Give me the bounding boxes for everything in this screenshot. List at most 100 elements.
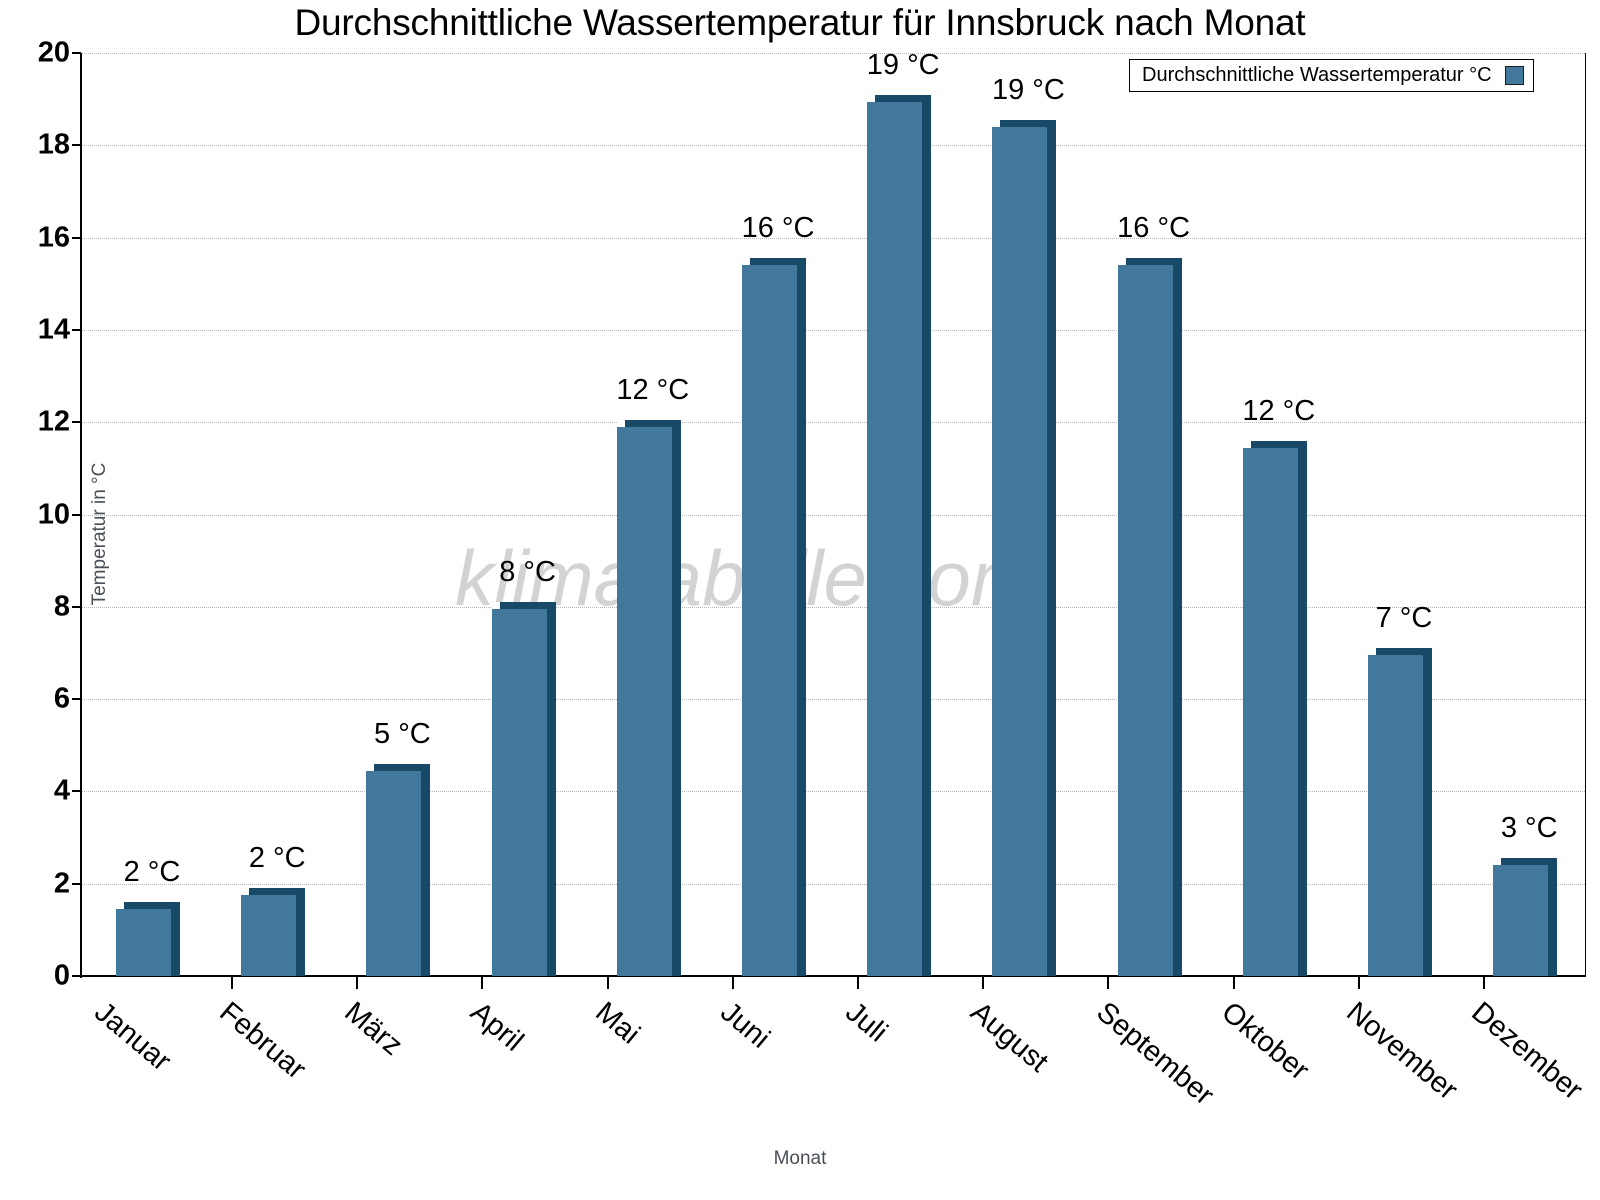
x-tick-mark (731, 977, 734, 989)
gridline (80, 237, 1585, 239)
bar-value-label: 2 °C (248, 842, 306, 875)
x-tick-label: Januar (88, 996, 177, 1078)
gridline (80, 514, 1585, 516)
x-tick-mark (982, 977, 985, 989)
x-tick-mark (356, 977, 359, 989)
bar-value-label: 7 °C (1375, 602, 1433, 635)
y-tick-label: 8 (53, 590, 70, 623)
x-tick-label: April (464, 996, 530, 1058)
bar[interactable] (1242, 440, 1307, 976)
bar-value-label: 8 °C (499, 556, 556, 589)
bar[interactable] (742, 258, 806, 976)
y-tick-mark (72, 790, 81, 793)
bar-top-bevel (1493, 858, 1502, 866)
y-tick-mark (72, 698, 81, 701)
x-tick-mark (606, 977, 609, 989)
y-tick-mark (72, 328, 81, 331)
bar[interactable] (992, 119, 1057, 976)
bar-top-bevel (1117, 258, 1126, 266)
x-tick-label: August (964, 996, 1055, 1079)
y-tick-mark (72, 421, 81, 424)
x-tick-label: Oktober (1215, 996, 1315, 1087)
legend-color-swatch (1504, 66, 1524, 85)
y-tick-label: 14 (37, 313, 70, 346)
bar[interactable] (116, 902, 180, 976)
y-tick-mark (72, 513, 81, 516)
gridline (80, 883, 1585, 885)
y-tick-mark (72, 52, 81, 54)
bar-value-label: 2 °C (123, 856, 181, 889)
y-tick-mark (72, 236, 81, 239)
bar-value-label: 16 °C (741, 212, 815, 245)
legend-item-label: Durchschnittliche Wassertemperatur °C (1142, 64, 1492, 86)
bar-top-bevel (1368, 648, 1376, 656)
bar-top-bevel (1242, 440, 1251, 448)
bar[interactable] (491, 602, 556, 976)
x-tick-label: Dezember (1465, 996, 1589, 1107)
bar[interactable] (616, 419, 681, 976)
y-tick-label: 20 (37, 36, 70, 69)
y-tick-label: 10 (37, 498, 70, 530)
gridline (80, 145, 1585, 147)
x-tick-mark (481, 977, 484, 989)
x-tick-mark (1107, 977, 1110, 989)
x-tick-label: Juni (714, 996, 776, 1055)
bar-top-bevel (992, 119, 1001, 127)
bar[interactable] (867, 94, 932, 976)
x-tick-mark (857, 977, 859, 989)
y-tick-mark (72, 975, 81, 977)
y-axis-title: Temperatur in °C (89, 462, 110, 606)
bar-value-label: 16 °C (1117, 212, 1191, 245)
plot-area: Temperatur in °C (80, 53, 1585, 976)
legend[interactable]: Durchschnittliche Wassertemperatur °C (1129, 59, 1534, 92)
bar[interactable] (241, 888, 306, 976)
plot-right-border (1585, 53, 1586, 976)
bar[interactable] (1117, 258, 1182, 976)
x-tick-label: März (338, 996, 409, 1062)
x-tick-label: Mai (589, 996, 646, 1051)
y-tick-mark (72, 605, 81, 608)
y-tick-label: 12 (37, 405, 70, 438)
bar[interactable] (1368, 648, 1432, 976)
bar-value-label: 12 °C (1242, 394, 1316, 427)
x-axis-line (80, 975, 1586, 977)
chart-title: Durchschnittliche Wassertemperatur für I… (294, 2, 1306, 43)
bar-value-label: 5 °C (374, 717, 431, 750)
bar-top-bevel (241, 888, 250, 896)
bar-value-label: 19 °C (866, 48, 940, 81)
y-tick-label: 2 (53, 867, 70, 900)
x-tick-mark (231, 977, 233, 989)
x-tick-label: Juli (839, 996, 894, 1049)
y-tick-label: 4 (53, 774, 70, 807)
bar-value-label: 12 °C (616, 373, 690, 406)
gridline (80, 606, 1585, 608)
y-tick-mark (72, 882, 81, 885)
x-tick-label: Februar (213, 996, 312, 1086)
gridline (80, 791, 1585, 793)
bar-top-bevel (116, 902, 124, 910)
bar-top-bevel (616, 419, 625, 427)
y-tick-label: 18 (37, 128, 70, 161)
bar-top-bevel (867, 94, 876, 102)
bar-value-label: 3 °C (1500, 812, 1558, 845)
x-tick-label: September (1090, 996, 1220, 1112)
y-tick-label: 0 (53, 959, 70, 992)
bar-top-bevel (366, 763, 375, 771)
gridline (80, 53, 1585, 54)
gridline (80, 329, 1585, 331)
bar[interactable] (366, 763, 431, 976)
x-tick-mark (1232, 977, 1235, 989)
bar-value-label: 19 °C (991, 73, 1065, 106)
y-tick-mark (72, 144, 81, 147)
x-tick-mark (1483, 977, 1485, 989)
y-tick-label: 16 (37, 221, 70, 254)
bar[interactable] (1493, 858, 1558, 976)
bar-top-bevel (491, 602, 500, 610)
y-tick-label: 6 (53, 682, 70, 715)
gridline (80, 422, 1585, 424)
y-axis-line (80, 53, 82, 978)
x-tick-label: November (1340, 996, 1464, 1107)
x-tick-mark (1357, 977, 1360, 989)
gridline (80, 699, 1585, 701)
